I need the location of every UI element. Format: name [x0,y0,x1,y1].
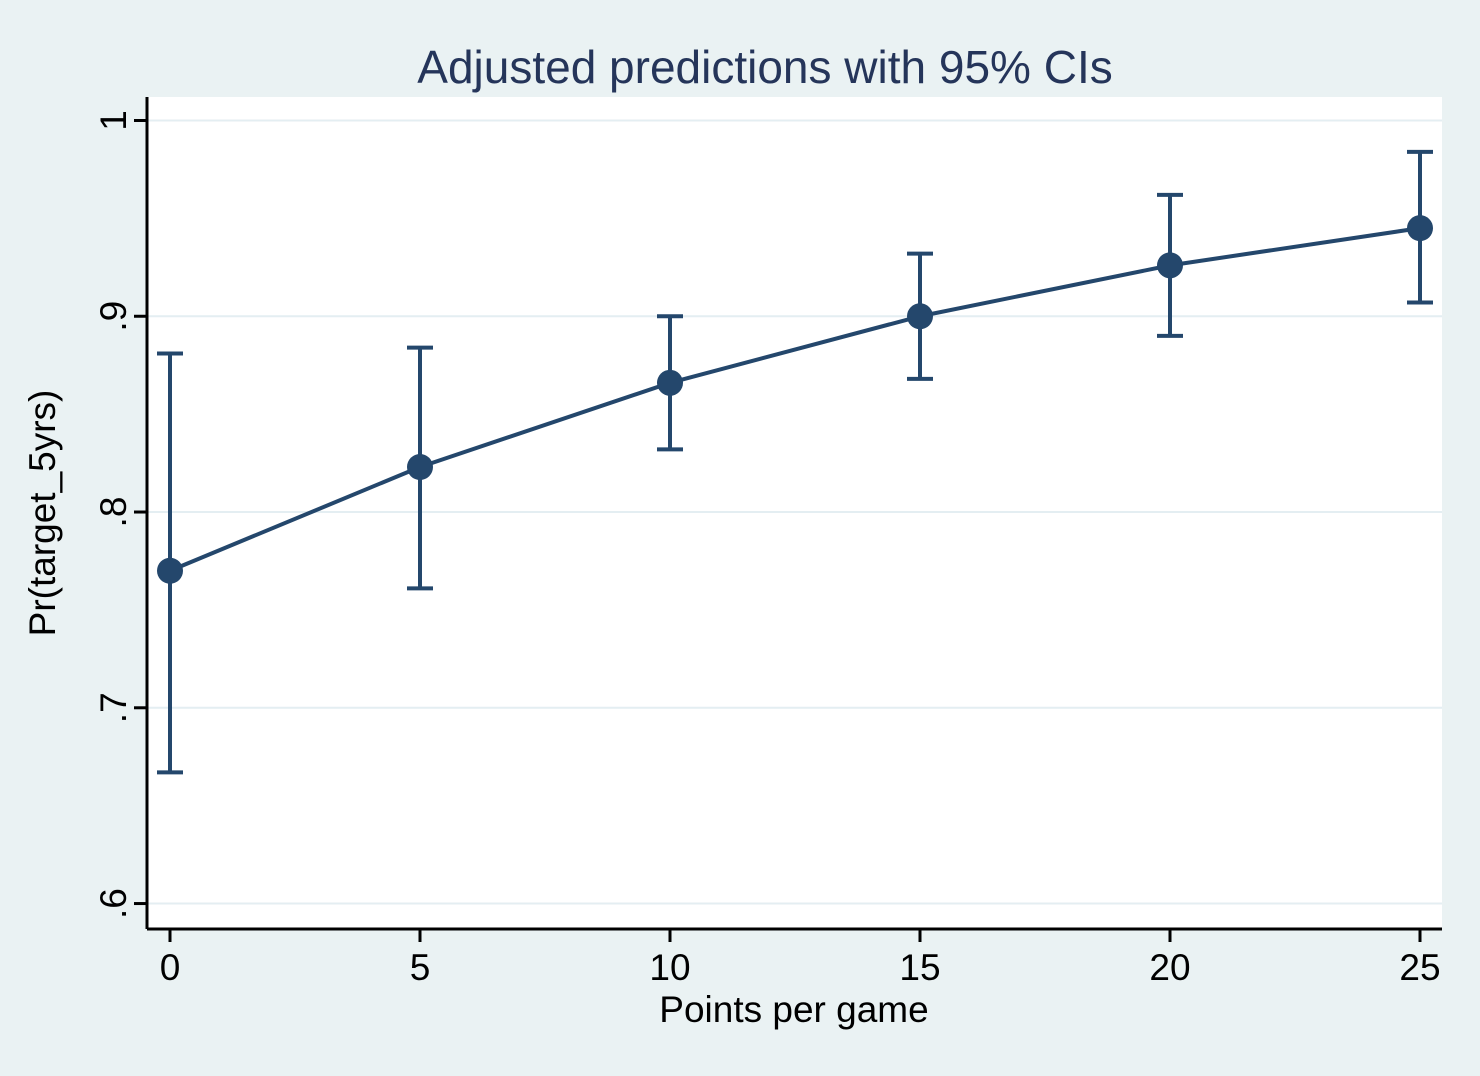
plot-layer: .6.7.8.910 5 10 15 20 25 [93,97,1442,988]
x-tick-label: 20 [1149,947,1190,988]
y-axis-title: Pr(target_5yrs) [22,390,63,637]
y-tick-label: 1 [93,110,134,131]
y-tick-label: .9 [93,301,134,332]
x-axis-title: Points per game [659,989,928,1030]
data-point-marker [407,453,433,480]
x-tick-label: 25 [1399,947,1440,988]
y-tick-label: .8 [93,497,134,528]
x-tick-label: 10 [649,947,690,988]
data-point-marker [657,369,683,396]
y-tick-label: .7 [93,692,134,723]
x-tick-label: 5 [410,947,431,988]
data-point-marker [1157,252,1183,279]
y-tick-label: .6 [93,888,134,919]
data-point-marker [907,303,933,330]
x-tick-label: 15 [899,947,940,988]
data-point-marker [157,557,183,584]
prediction-line [168,226,1422,573]
data-point-marker [1407,215,1433,242]
x-tick-label: 0 [160,947,181,988]
chart-title: Adjusted predictions with 95% CIs [417,41,1112,93]
